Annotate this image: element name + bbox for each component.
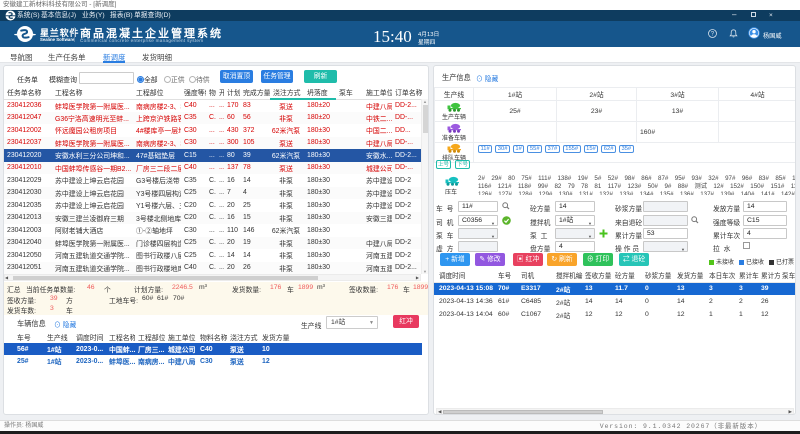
svg-text:?: ? xyxy=(711,32,715,38)
